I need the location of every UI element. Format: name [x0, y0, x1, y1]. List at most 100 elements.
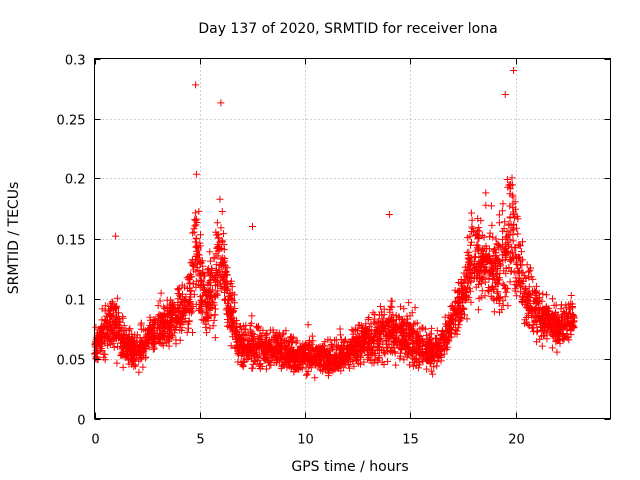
data-point: [353, 343, 361, 351]
data-point: [467, 262, 475, 269]
data-point: [484, 286, 492, 294]
data-point: [409, 358, 417, 366]
data-point: [356, 321, 364, 329]
data-point: [277, 364, 285, 372]
data-point: [468, 223, 476, 231]
data-point: [437, 357, 445, 365]
data-point: [360, 358, 368, 366]
data-point: [473, 241, 481, 249]
data-point: [523, 290, 531, 298]
data-point: [470, 253, 478, 261]
data-point: [528, 312, 536, 320]
data-point: [281, 336, 289, 344]
data-point: [525, 283, 533, 291]
data-point: [565, 319, 573, 327]
data-point: [392, 361, 400, 369]
data-point: [226, 290, 234, 298]
data-point: [220, 280, 228, 288]
data-point: [567, 292, 575, 299]
data-point: [514, 241, 522, 249]
data-point: [163, 310, 171, 318]
data-point: [362, 324, 370, 332]
data-point: [238, 331, 246, 339]
data-point: [432, 334, 440, 342]
data-point: [349, 357, 357, 365]
data-point: [553, 315, 560, 323]
data-point: [507, 268, 515, 276]
data-point: [545, 307, 553, 315]
data-point: [197, 269, 204, 277]
data-point: [311, 374, 319, 382]
data-point: [396, 323, 404, 331]
data-point: [390, 340, 398, 348]
data-point: [412, 354, 420, 362]
data-point: [332, 362, 340, 370]
data-point: [128, 330, 136, 338]
data-point: [286, 338, 294, 346]
data-point: [567, 326, 575, 334]
data-point: [405, 321, 413, 329]
data-point: [468, 269, 476, 276]
data-point: [467, 209, 475, 217]
data-point: [165, 337, 173, 345]
data-point: [111, 317, 119, 325]
data-point: [548, 344, 556, 352]
data-point: [519, 299, 526, 307]
data-point: [506, 278, 514, 286]
data-point: [291, 363, 298, 371]
data-point: [384, 347, 392, 355]
data-point: [464, 254, 472, 262]
data-point: [227, 277, 235, 285]
data-point: [475, 227, 483, 235]
data-point: [355, 342, 363, 350]
data-point: [302, 353, 310, 361]
data-point: [277, 338, 285, 346]
data-point: [467, 298, 475, 306]
data-point: [321, 338, 329, 346]
data-point: [118, 350, 126, 358]
data-point: [231, 330, 239, 338]
data-point: [242, 329, 250, 337]
data-point: [430, 349, 438, 357]
data-point: [284, 359, 292, 367]
data-point: [509, 237, 517, 245]
data-point: [178, 318, 186, 325]
data-point: [101, 356, 109, 364]
data-point: [143, 331, 151, 339]
data-point: [191, 216, 199, 224]
data-point: [499, 242, 507, 250]
data-point: [306, 360, 314, 368]
data-point: [192, 283, 200, 291]
data-point: [416, 349, 424, 357]
data-point: [477, 258, 485, 266]
data-point: [441, 313, 449, 321]
data-point: [505, 264, 513, 271]
data-point: [506, 214, 514, 222]
data-point: [487, 202, 495, 210]
data-point: [148, 337, 156, 344]
data-point: [509, 200, 517, 208]
data-point: [416, 332, 424, 340]
data-point: [513, 282, 521, 290]
data-point: [525, 268, 533, 276]
data-point: [230, 325, 238, 333]
data-point: [210, 299, 218, 307]
data-point: [364, 355, 372, 363]
data-point: [361, 335, 369, 343]
data-point: [200, 317, 208, 324]
chart-title: Day 137 of 2020, SRMTID for receiver lon…: [198, 21, 497, 37]
data-point: [192, 170, 200, 178]
data-point: [177, 310, 185, 318]
data-point: [139, 363, 147, 371]
data-point: [266, 342, 274, 350]
data-point: [495, 211, 503, 219]
data-point: [311, 352, 319, 360]
data-point: [206, 248, 214, 256]
data-point: [213, 219, 221, 227]
data-point: [156, 297, 164, 305]
data-point: [460, 276, 468, 284]
data-point: [210, 276, 218, 283]
data-point: [283, 342, 291, 349]
data-point: [192, 235, 200, 243]
data-point: [510, 67, 518, 74]
